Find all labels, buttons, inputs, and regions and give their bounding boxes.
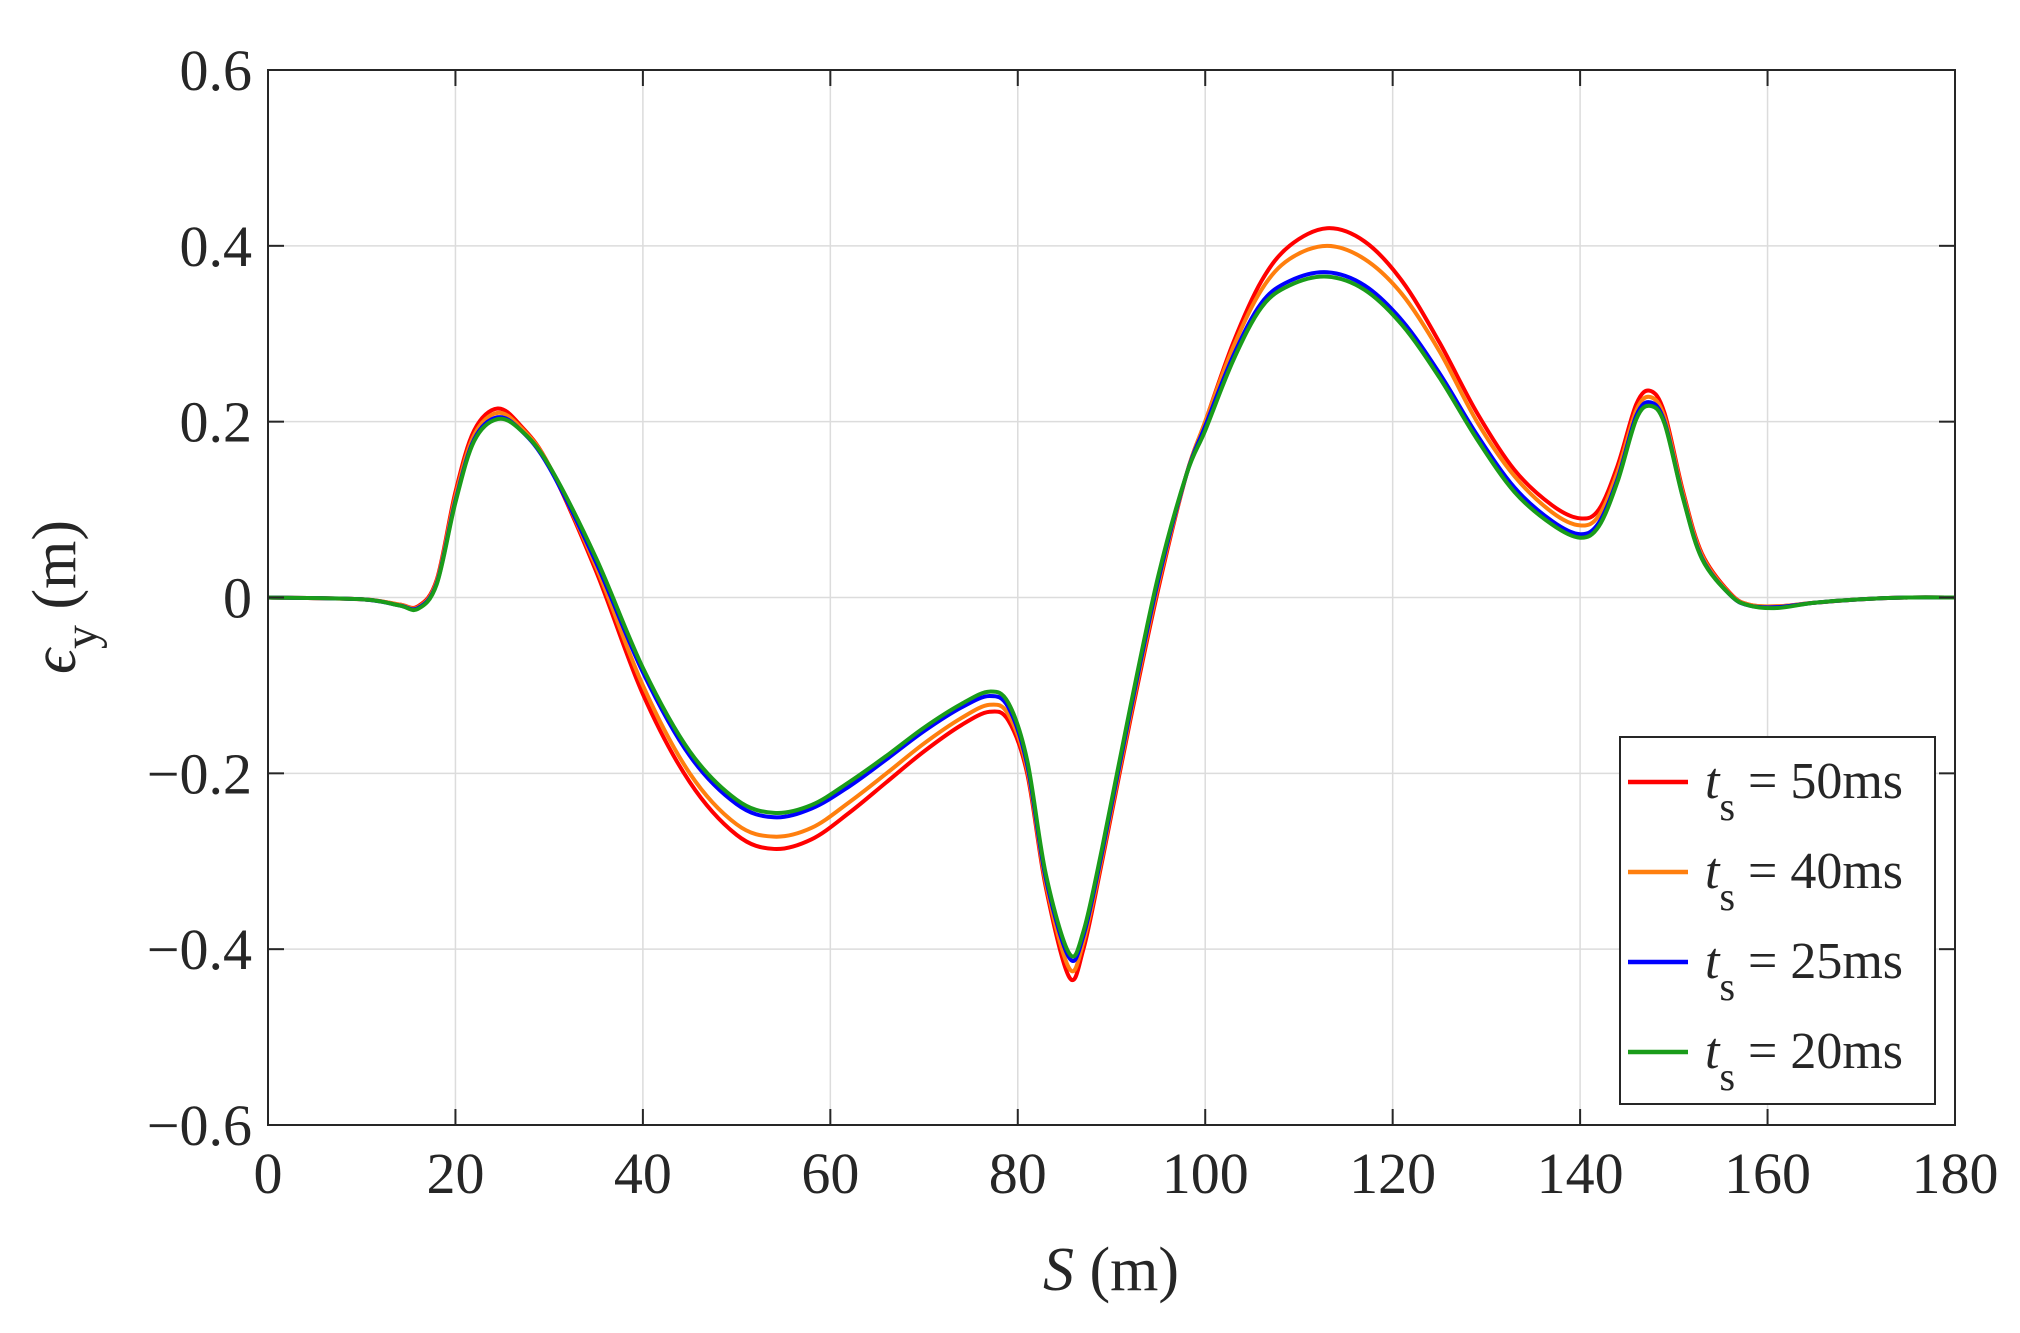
y-axis-label-unit: (m)	[21, 520, 89, 625]
y-axis-label-symbol: ϵ	[21, 647, 89, 674]
svg-text:ϵy (m): ϵy (m)	[21, 520, 108, 674]
legend-label: ts = 50ms	[1705, 753, 1903, 829]
legend-entry: ts = 20ms	[1628, 1023, 1903, 1099]
legend-entry: ts = 50ms	[1628, 753, 1903, 829]
x-axis-label-unit: (m)	[1074, 1236, 1179, 1304]
tick-labels: 0 20 40 60 80 100 120 140 160 180 −0.6 −0.4 −0.2 0 0.2…	[147, 38, 1999, 1206]
x-tick-label: 20	[426, 1141, 484, 1206]
legend-entry: ts = 25ms	[1628, 933, 1903, 1009]
x-tick-label: 100	[1162, 1141, 1249, 1206]
legend-label: ts = 20ms	[1705, 1023, 1903, 1099]
y-axis-label: ϵy (m)	[21, 520, 108, 674]
legend-label: ts = 25ms	[1705, 933, 1903, 1009]
x-tick-label: 0	[254, 1141, 283, 1206]
x-tick-label: 140	[1537, 1141, 1624, 1206]
x-tick-label: 180	[1912, 1141, 1999, 1206]
legend: ts = 50ms ts = 40ms ts = 25ms ts = 20ms	[1619, 736, 1936, 1105]
legend-label: ts = 40ms	[1705, 843, 1903, 919]
x-tick-label: 60	[801, 1141, 859, 1206]
y-tick-label: −0.4	[147, 917, 252, 982]
y-axis-label-subscript: y	[55, 625, 108, 649]
x-axis-label-symbol: S	[1043, 1236, 1074, 1304]
legend-box	[1619, 736, 1936, 1105]
legend-entry: ts = 40ms	[1628, 843, 1903, 919]
x-tick-label: 120	[1349, 1141, 1436, 1206]
x-axis-label: S (m)	[1043, 1236, 1179, 1304]
x-tick-label: 40	[614, 1141, 672, 1206]
y-tick-label: 0.2	[180, 390, 253, 455]
svg-text:S (m): S (m)	[1043, 1236, 1179, 1304]
y-tick-label: −0.2	[147, 741, 252, 806]
x-tick-label: 160	[1724, 1141, 1811, 1206]
y-tick-label: 0.4	[180, 214, 253, 279]
y-tick-label: 0.6	[180, 38, 253, 103]
y-tick-label: 0	[223, 566, 252, 631]
y-tick-label: −0.6	[147, 1093, 252, 1158]
axis-ticks	[267, 69, 1956, 1126]
series-line-4	[267, 274, 1956, 959]
series-lines	[267, 226, 1956, 982]
x-tick-label: 80	[989, 1141, 1047, 1206]
